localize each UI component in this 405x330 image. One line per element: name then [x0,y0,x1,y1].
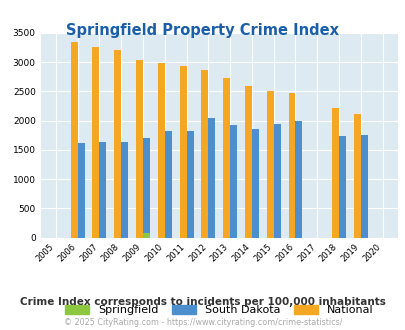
Text: Crime Index corresponds to incidents per 100,000 inhabitants: Crime Index corresponds to incidents per… [20,297,385,307]
Bar [143,138,149,238]
Bar [92,47,99,238]
Bar [295,121,302,238]
Bar [70,42,77,238]
Bar [136,60,143,238]
Bar [114,50,121,238]
Bar [164,131,171,238]
Bar [353,114,360,238]
Bar [266,91,273,238]
Bar [223,78,230,238]
Bar [186,131,193,238]
Bar [179,66,186,238]
Bar [208,118,215,238]
Bar [230,125,237,238]
Bar [251,129,258,238]
Bar [143,233,149,238]
Text: Springfield Property Crime Index: Springfield Property Crime Index [66,23,339,38]
Legend: Springfield, South Dakota, National: Springfield, South Dakota, National [64,305,373,315]
Bar [288,93,295,238]
Bar [158,63,164,238]
Bar [273,124,280,238]
Bar [201,70,208,238]
Bar [244,86,251,238]
Text: © 2025 CityRating.com - https://www.cityrating.com/crime-statistics/: © 2025 CityRating.com - https://www.city… [64,318,341,327]
Bar [331,109,338,238]
Bar [338,137,345,238]
Bar [77,143,84,238]
Bar [121,142,128,238]
Bar [99,142,106,238]
Bar [360,135,367,238]
